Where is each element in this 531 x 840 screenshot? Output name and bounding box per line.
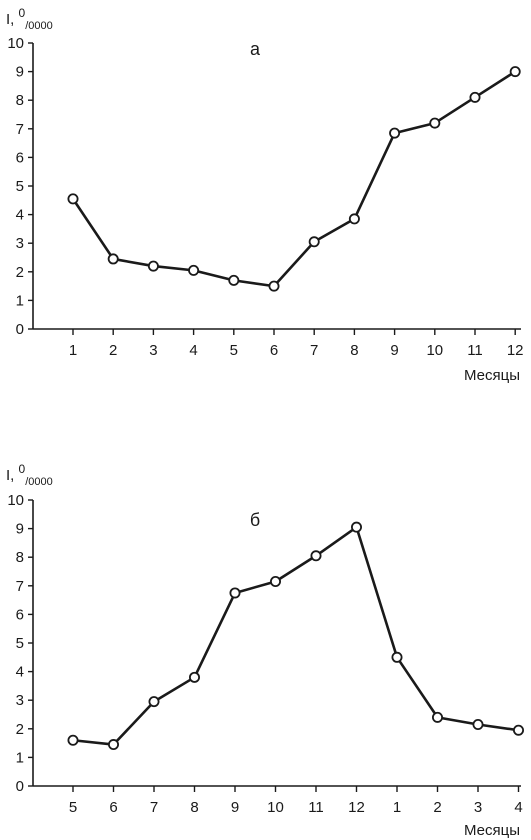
- chart-b-x-axis-title: Месяцы: [464, 822, 520, 839]
- chart-a-x-axis-title: Месяцы: [464, 367, 520, 384]
- chart-b-data-point: [391, 651, 403, 663]
- chart-a-y-tick-label: 2: [16, 264, 24, 281]
- chart-b-y-tick-label: 5: [16, 635, 24, 652]
- chart-a-y-tick-label: 8: [16, 92, 24, 109]
- chart-a-data-point: [509, 66, 521, 78]
- chart-b-x-tick-label: 6: [109, 799, 117, 816]
- chart-b-y-tick-label: 7: [16, 578, 24, 595]
- chart-a-x-tick-label: 5: [230, 342, 238, 359]
- chart-a-y-tick-label: 7: [16, 121, 24, 138]
- chart-b-data-point: [67, 734, 79, 746]
- chart-b-y-tick-label: 8: [16, 549, 24, 566]
- chart-b-x-tick-label: 11: [308, 799, 324, 816]
- chart-a-y-tick-label: 4: [16, 207, 24, 224]
- chart-a-y-tick-label: 10: [7, 35, 24, 52]
- chart-b-y-tick-label: 3: [16, 692, 24, 709]
- chart-b-x-tick-label: 5: [69, 799, 77, 816]
- chart-a-x-tick-label: 12: [507, 342, 524, 359]
- chart-a-x-tick-label: 4: [189, 342, 197, 359]
- chart-b-y-tick-label: 6: [16, 606, 24, 623]
- chart-b-y-tick-label: 2: [16, 721, 24, 738]
- chart-a-y-tick-label: 3: [16, 235, 24, 252]
- chart-a-x-tick-label: 9: [390, 342, 398, 359]
- chart-b-x-tick-label: 8: [190, 799, 198, 816]
- chart-b-y-tick-label: 1: [16, 749, 24, 766]
- chart-a-data-point: [308, 236, 320, 248]
- chart-b-y-axis-title-main: I,: [6, 467, 19, 484]
- chart-b-y-tick-label: 0: [16, 778, 24, 795]
- chart-a-data-point: [429, 117, 441, 129]
- chart-b-x-tick-label: 7: [150, 799, 158, 816]
- chart-b-x-tick-label: 12: [348, 799, 365, 816]
- chart-b-y-tick-label: 10: [7, 492, 24, 509]
- chart-b-data-point: [229, 587, 241, 599]
- chart-b-data-point: [148, 696, 160, 708]
- chart-b-y-tick-label: 4: [16, 664, 24, 681]
- chart-a-data-point: [147, 260, 159, 272]
- chart-a-y-axis-title-sub: /0000: [25, 20, 53, 32]
- chart-a-x-tick-label: 1: [69, 342, 77, 359]
- chart-b-y-tick-label: 9: [16, 521, 24, 538]
- chart-b-data-point: [431, 711, 443, 723]
- chart-a-data-point: [188, 264, 200, 276]
- chart-a-y-axis-title-sup: 0: [19, 6, 26, 20]
- chart-b-y-axis-title-sub: /0000: [25, 476, 53, 488]
- chart-b-data-point: [513, 724, 525, 736]
- chart-a-y-tick-label: 6: [16, 149, 24, 166]
- chart-b-data-point: [269, 576, 281, 588]
- chart-a-data-point: [107, 253, 119, 265]
- chart-b-data-point: [108, 739, 120, 751]
- chart-b-series-line: [72, 525, 519, 746]
- chart-a-series-line: [71, 70, 516, 288]
- chart-b-panel-label: б: [250, 510, 260, 530]
- chart-a-data-point: [389, 127, 401, 139]
- chart-a-x-tick-label: 8: [350, 342, 358, 359]
- chart-a-data-point: [67, 193, 79, 205]
- chart-b-data-point: [472, 719, 484, 731]
- chart-b-y-axis-title: I, 0/0000: [6, 462, 53, 488]
- chart-a-data-point: [469, 91, 481, 103]
- chart-a-y-axis-title: I, 0/0000: [6, 6, 53, 32]
- chart-b-data-point: [350, 521, 362, 533]
- chart-b-y-axis-title-sup: 0: [19, 462, 26, 476]
- chart-a-x-tick-label: 7: [310, 342, 318, 359]
- chart-b-data-point: [188, 671, 200, 683]
- chart-b-x-tick-label: 3: [474, 799, 482, 816]
- chart-b-x-tick-label: 10: [267, 799, 284, 816]
- chart-a-x-tick-label: 3: [149, 342, 157, 359]
- chart-a-x-tick-label: 2: [109, 342, 117, 359]
- chart-b-x-tick-label: 9: [231, 799, 239, 816]
- chart-a-panel-label: а: [250, 39, 261, 59]
- chart-a-data-point: [268, 280, 280, 292]
- chart-b-x-tick-label: 2: [433, 799, 441, 816]
- chart-a-data-point: [348, 213, 360, 225]
- chart-b-data-point: [310, 550, 322, 562]
- chart-a-x-tick-label: 11: [467, 342, 483, 359]
- chart-b-x-tick-label: 1: [393, 799, 401, 816]
- chart-b-x-tick-label: 4: [514, 799, 522, 816]
- chart-a-y-tick-label: 9: [16, 64, 24, 81]
- chart-a-x-tick-label: 6: [270, 342, 278, 359]
- chart-a-y-tick-label: 1: [16, 292, 24, 309]
- chart-a-y-tick-label: 0: [16, 321, 24, 338]
- chart-a-data-point: [228, 274, 240, 286]
- chart-a-y-tick-label: 5: [16, 178, 24, 195]
- chart-a-x-tick-label: 10: [426, 342, 443, 359]
- chart-a-y-axis-title-main: I,: [6, 11, 19, 28]
